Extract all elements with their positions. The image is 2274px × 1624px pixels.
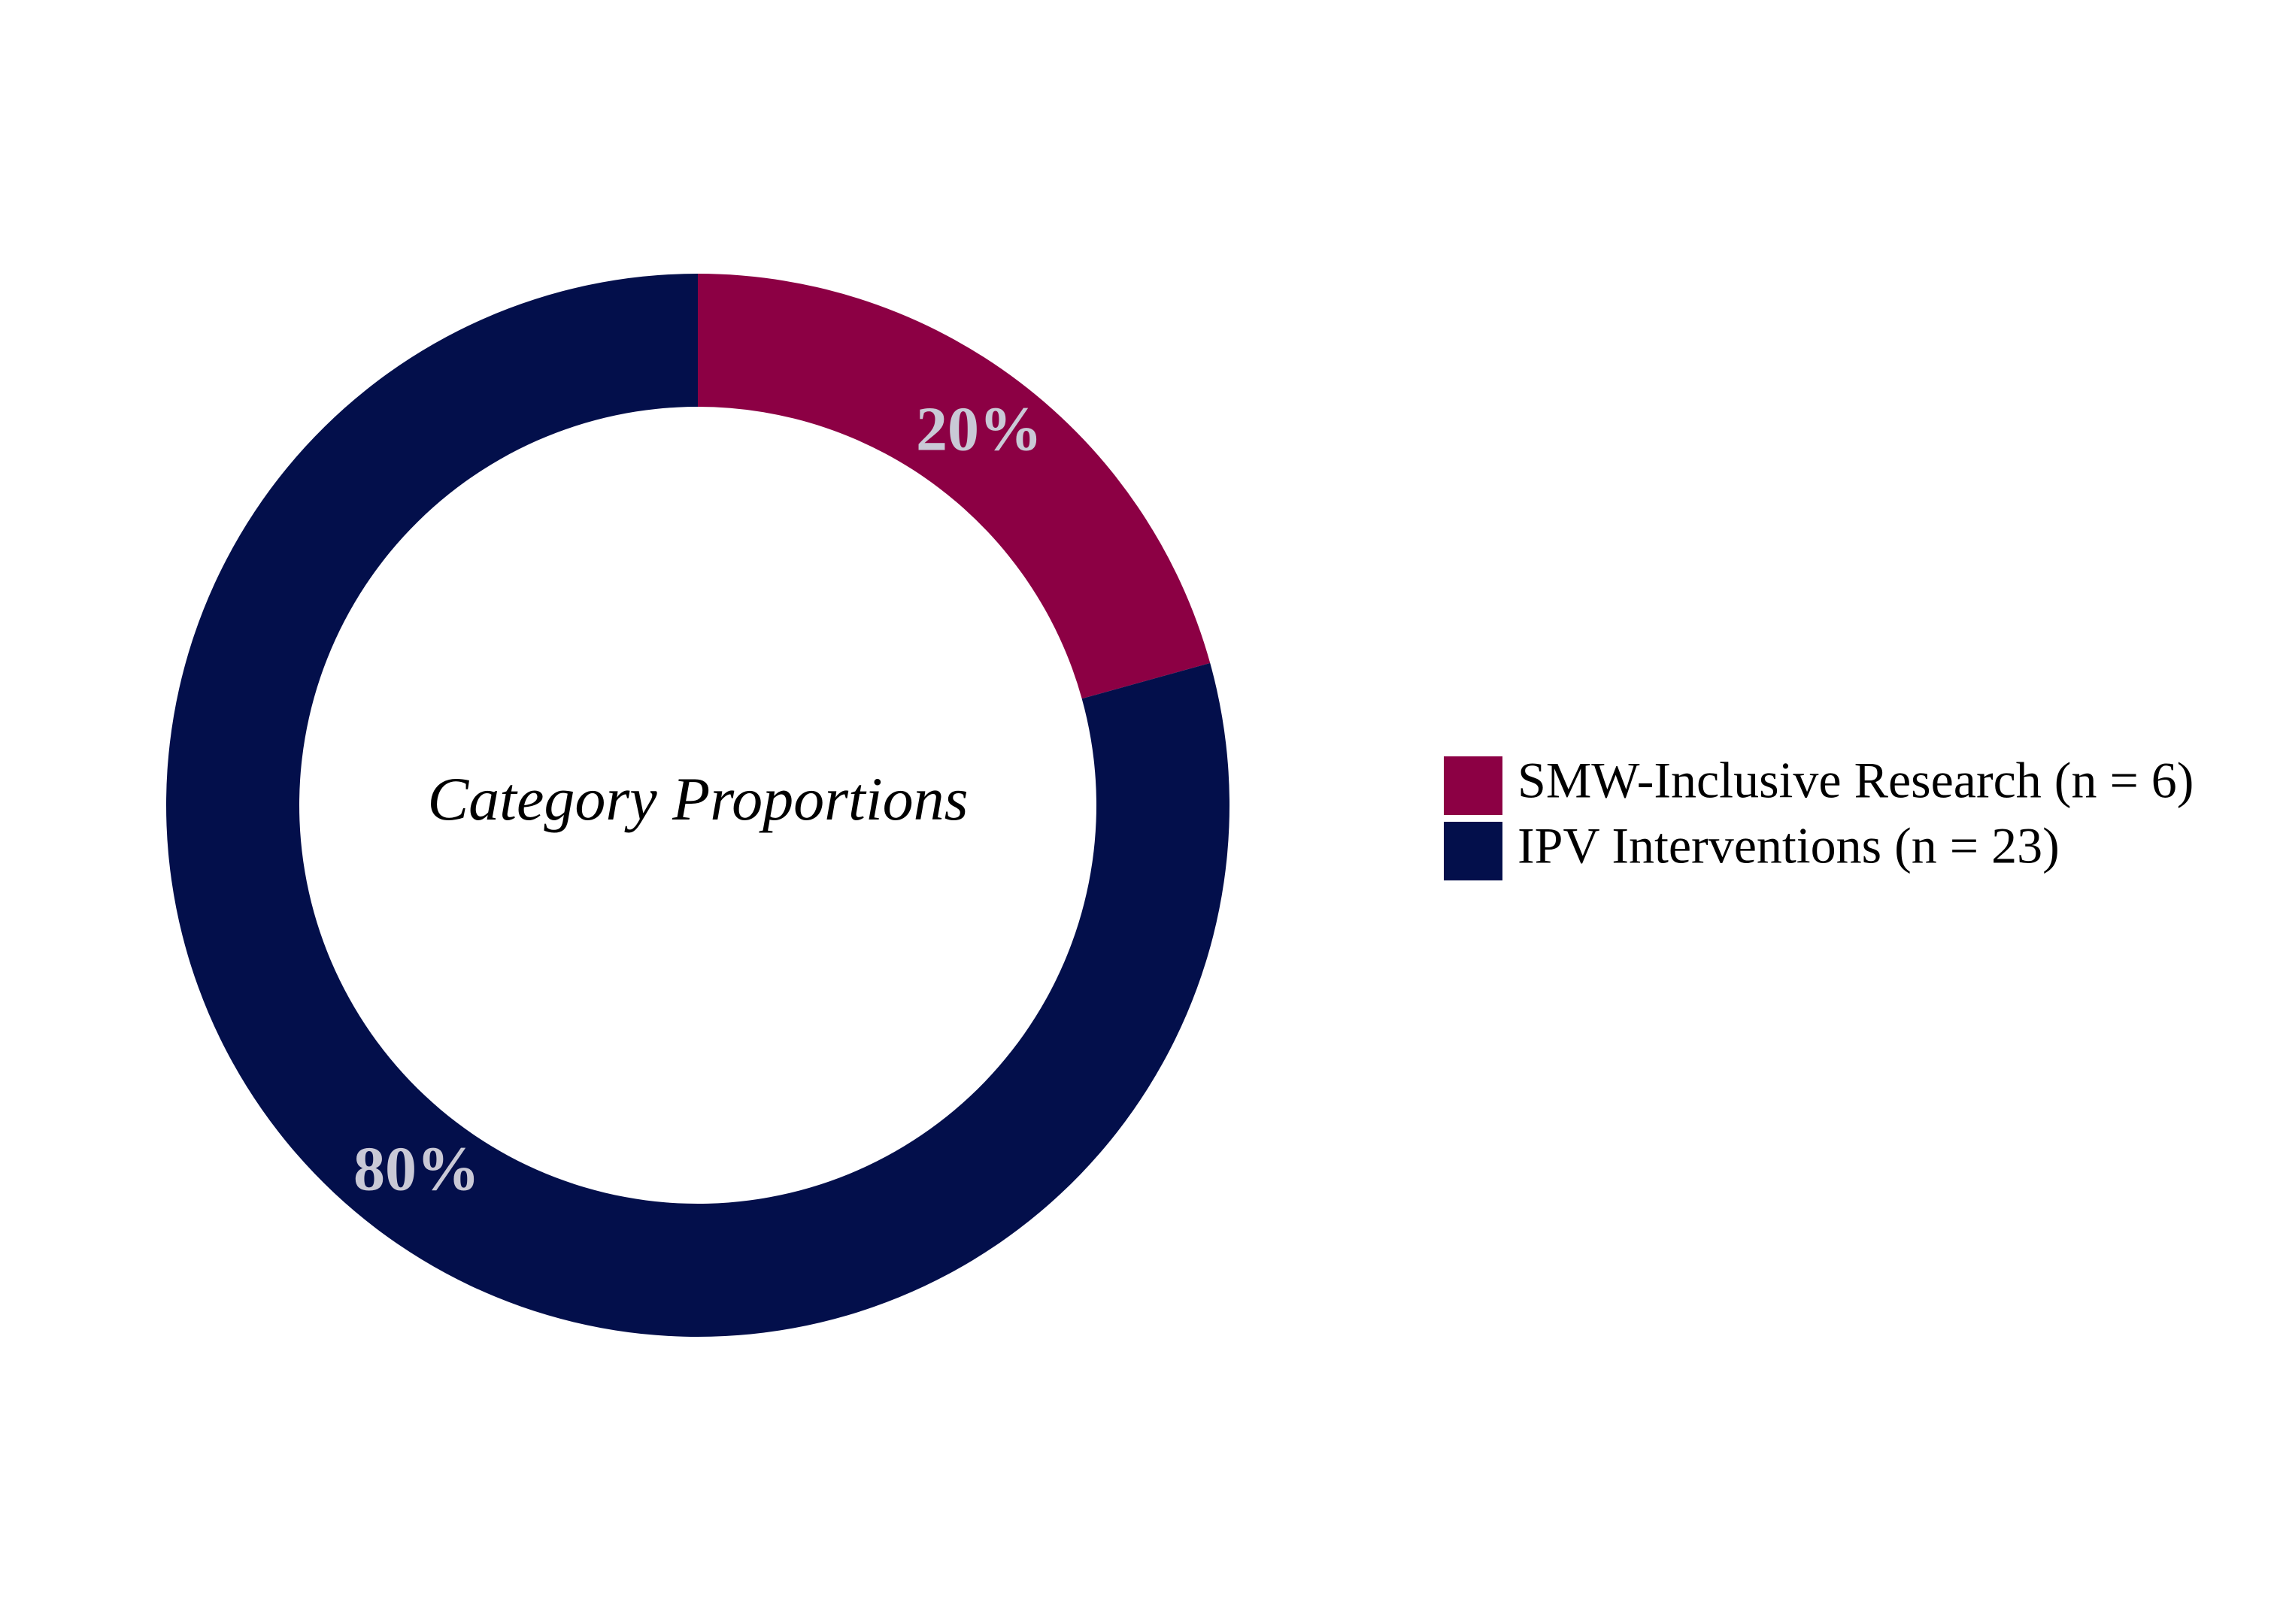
- legend-label-2: IPV Interventions (n = 23): [1518, 817, 2060, 874]
- donut-slice-1: [698, 274, 1211, 699]
- center-label: Category Proportions: [427, 765, 968, 833]
- percent-label-1: 20%: [916, 394, 1042, 464]
- legend-swatch-1: [1444, 756, 1502, 815]
- legend: SMW-Inclusive Research (n = 6) IPV Interv…: [1444, 752, 2194, 880]
- percent-label-2: 80%: [353, 1134, 480, 1204]
- donut-slices: [166, 274, 1230, 1337]
- legend-label-1: SMW-Inclusive Research (n = 6): [1518, 752, 2194, 809]
- percent-labels: 20% 80%: [353, 394, 1042, 1204]
- legend-swatch-2: [1444, 822, 1502, 880]
